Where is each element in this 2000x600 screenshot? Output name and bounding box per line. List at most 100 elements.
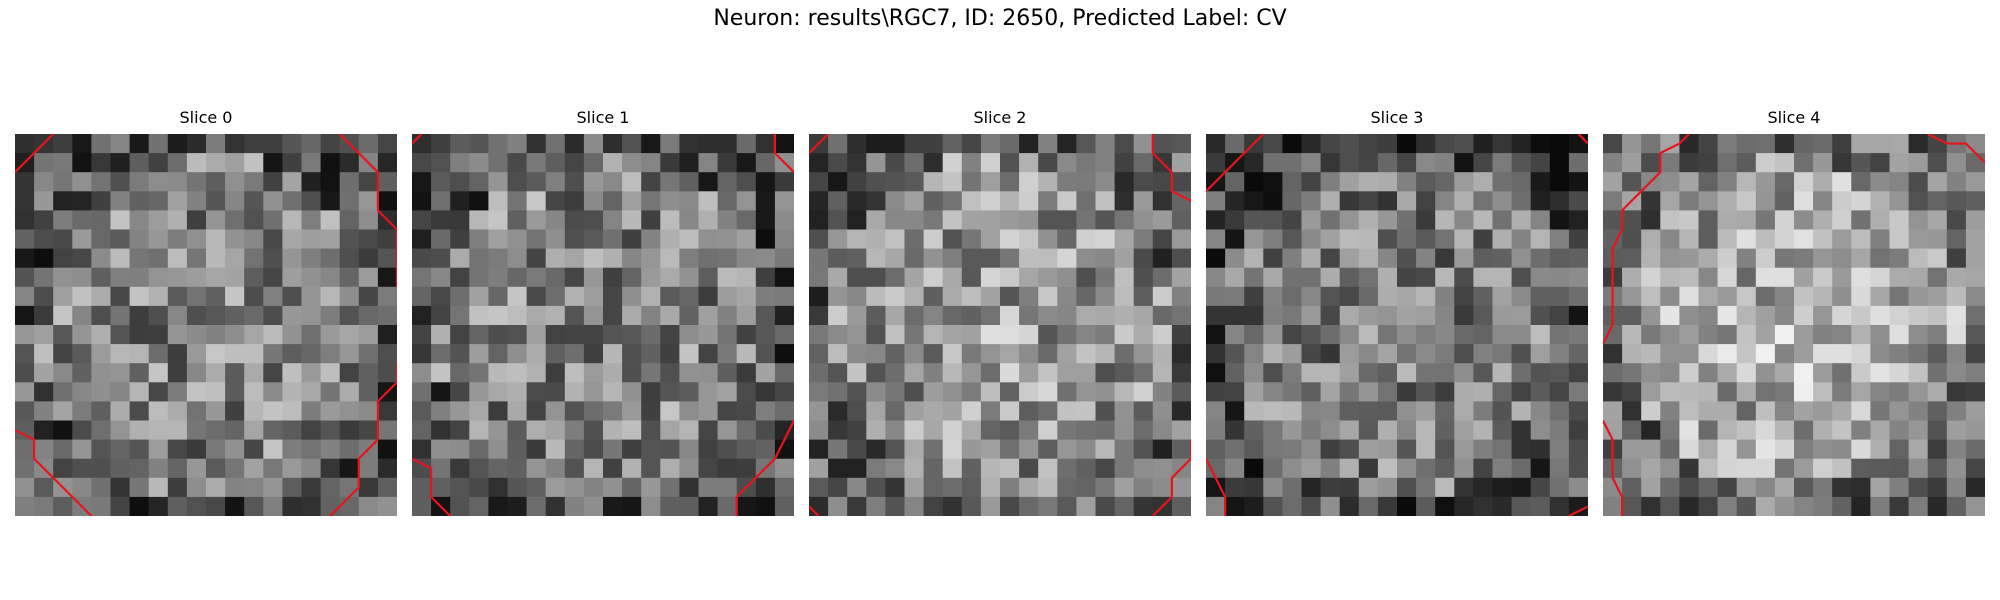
pixel-cell bbox=[904, 191, 924, 211]
pixel-cell bbox=[1660, 305, 1680, 326]
pixel-cell bbox=[1889, 229, 1909, 249]
pixel-cell bbox=[828, 267, 848, 288]
pixel-cell bbox=[1206, 439, 1226, 460]
pixel-cell bbox=[1301, 401, 1321, 421]
pixel-cell bbox=[1927, 344, 1948, 364]
pixel-cell bbox=[660, 325, 680, 345]
pixel-cell bbox=[148, 477, 169, 498]
pixel-cell bbox=[488, 325, 508, 345]
pixel-cell bbox=[1000, 344, 1020, 364]
pixel-cell bbox=[1225, 267, 1245, 288]
pixel-cell bbox=[1019, 325, 1039, 345]
slice-image-2 bbox=[809, 134, 1191, 516]
pixel-cell bbox=[942, 286, 963, 307]
pixel-cell bbox=[412, 286, 432, 307]
pixel-cell bbox=[1794, 496, 1814, 516]
pixel-cell bbox=[1095, 191, 1115, 211]
pixel-cell bbox=[1794, 191, 1814, 211]
pixel-cell bbox=[1301, 305, 1321, 326]
pixel-cell bbox=[1397, 191, 1417, 211]
pixel-cell bbox=[1454, 286, 1474, 307]
pixel-cell bbox=[1530, 401, 1551, 421]
pixel-cell bbox=[1549, 172, 1570, 192]
pixel-cell bbox=[282, 172, 302, 192]
pixel-cell bbox=[1339, 305, 1360, 326]
pixel-cell bbox=[660, 496, 680, 516]
pixel-cell bbox=[488, 363, 508, 383]
pixel-cell bbox=[282, 286, 302, 307]
pixel-cell bbox=[1057, 401, 1077, 421]
pixel-cell bbox=[622, 496, 642, 516]
pixel-cell bbox=[263, 134, 283, 154]
pixel-cell bbox=[1927, 134, 1948, 154]
pixel-cell bbox=[1206, 458, 1226, 479]
pixel-cell bbox=[923, 477, 944, 498]
pixel-cell bbox=[1530, 382, 1551, 402]
pixel-cell bbox=[1794, 477, 1814, 498]
pixel-cell bbox=[755, 382, 776, 402]
pixel-cell bbox=[450, 344, 470, 364]
pixel-cell bbox=[1454, 248, 1474, 269]
pixel-cell bbox=[1435, 439, 1455, 460]
pixel-cell bbox=[961, 458, 982, 479]
pixel-cell bbox=[1057, 229, 1077, 249]
pixel-cell bbox=[469, 210, 489, 230]
pixel-cell bbox=[1927, 286, 1948, 307]
pixel-cell bbox=[698, 229, 718, 249]
pixel-cell bbox=[15, 286, 35, 307]
pixel-cell bbox=[450, 477, 470, 498]
pixel-cell bbox=[885, 496, 905, 516]
pixel-cell bbox=[1492, 439, 1512, 460]
pixel-cell bbox=[1038, 477, 1058, 498]
pixel-cell bbox=[1946, 363, 1967, 383]
pixel-cell bbox=[225, 305, 245, 326]
pixel-cell bbox=[961, 420, 982, 440]
pixel-cell bbox=[736, 439, 757, 460]
pixel-cell bbox=[1641, 382, 1661, 402]
pixel-cell bbox=[1813, 191, 1833, 211]
pixel-cell bbox=[1263, 401, 1283, 421]
pixel-cell bbox=[1965, 153, 1985, 173]
pixel-cell bbox=[507, 191, 527, 211]
pixel-cell bbox=[564, 344, 585, 364]
pixel-cell bbox=[1946, 153, 1967, 173]
pixel-cell bbox=[717, 344, 738, 364]
pixel-cell bbox=[755, 191, 776, 211]
pixel-cell bbox=[1549, 458, 1570, 479]
pixel-cell bbox=[1908, 382, 1929, 402]
pixel-cell bbox=[244, 210, 264, 230]
pixel-cell bbox=[431, 344, 451, 364]
pixel-cell bbox=[53, 210, 73, 230]
pixel-cell bbox=[1908, 325, 1929, 345]
pixel-cell bbox=[1114, 153, 1135, 173]
pixel-cell bbox=[660, 210, 680, 230]
pixel-cell bbox=[622, 420, 642, 440]
pixel-cell bbox=[1511, 153, 1532, 173]
pixel-cell bbox=[53, 401, 73, 421]
pixel-cell bbox=[34, 401, 54, 421]
pixel-cell bbox=[1454, 439, 1474, 460]
pixel-cell bbox=[1549, 363, 1570, 383]
pixel-cell bbox=[866, 248, 886, 269]
pixel-cell bbox=[1397, 305, 1417, 326]
pixel-cell bbox=[961, 286, 982, 307]
pixel-cell bbox=[1263, 153, 1283, 173]
pixel-cell bbox=[1870, 153, 1890, 173]
pixel-cell bbox=[186, 458, 207, 479]
pixel-cell bbox=[1377, 134, 1398, 154]
pixel-cell bbox=[1057, 477, 1077, 498]
pixel-cell bbox=[377, 344, 397, 364]
pixel-cell bbox=[1114, 248, 1135, 269]
pixel-cell bbox=[1339, 420, 1360, 440]
pixel-cell bbox=[1397, 439, 1417, 460]
pixel-cell bbox=[72, 248, 92, 269]
pixel-cell bbox=[1549, 439, 1570, 460]
pixel-cell bbox=[1339, 363, 1360, 383]
pixel-cell bbox=[91, 325, 111, 345]
pixel-cell bbox=[866, 439, 886, 460]
pixel-cell bbox=[1736, 477, 1757, 498]
pixel-cell bbox=[904, 496, 924, 516]
pixel-cell bbox=[206, 439, 226, 460]
pixel-cell bbox=[358, 458, 379, 479]
pixel-cell bbox=[1755, 382, 1776, 402]
